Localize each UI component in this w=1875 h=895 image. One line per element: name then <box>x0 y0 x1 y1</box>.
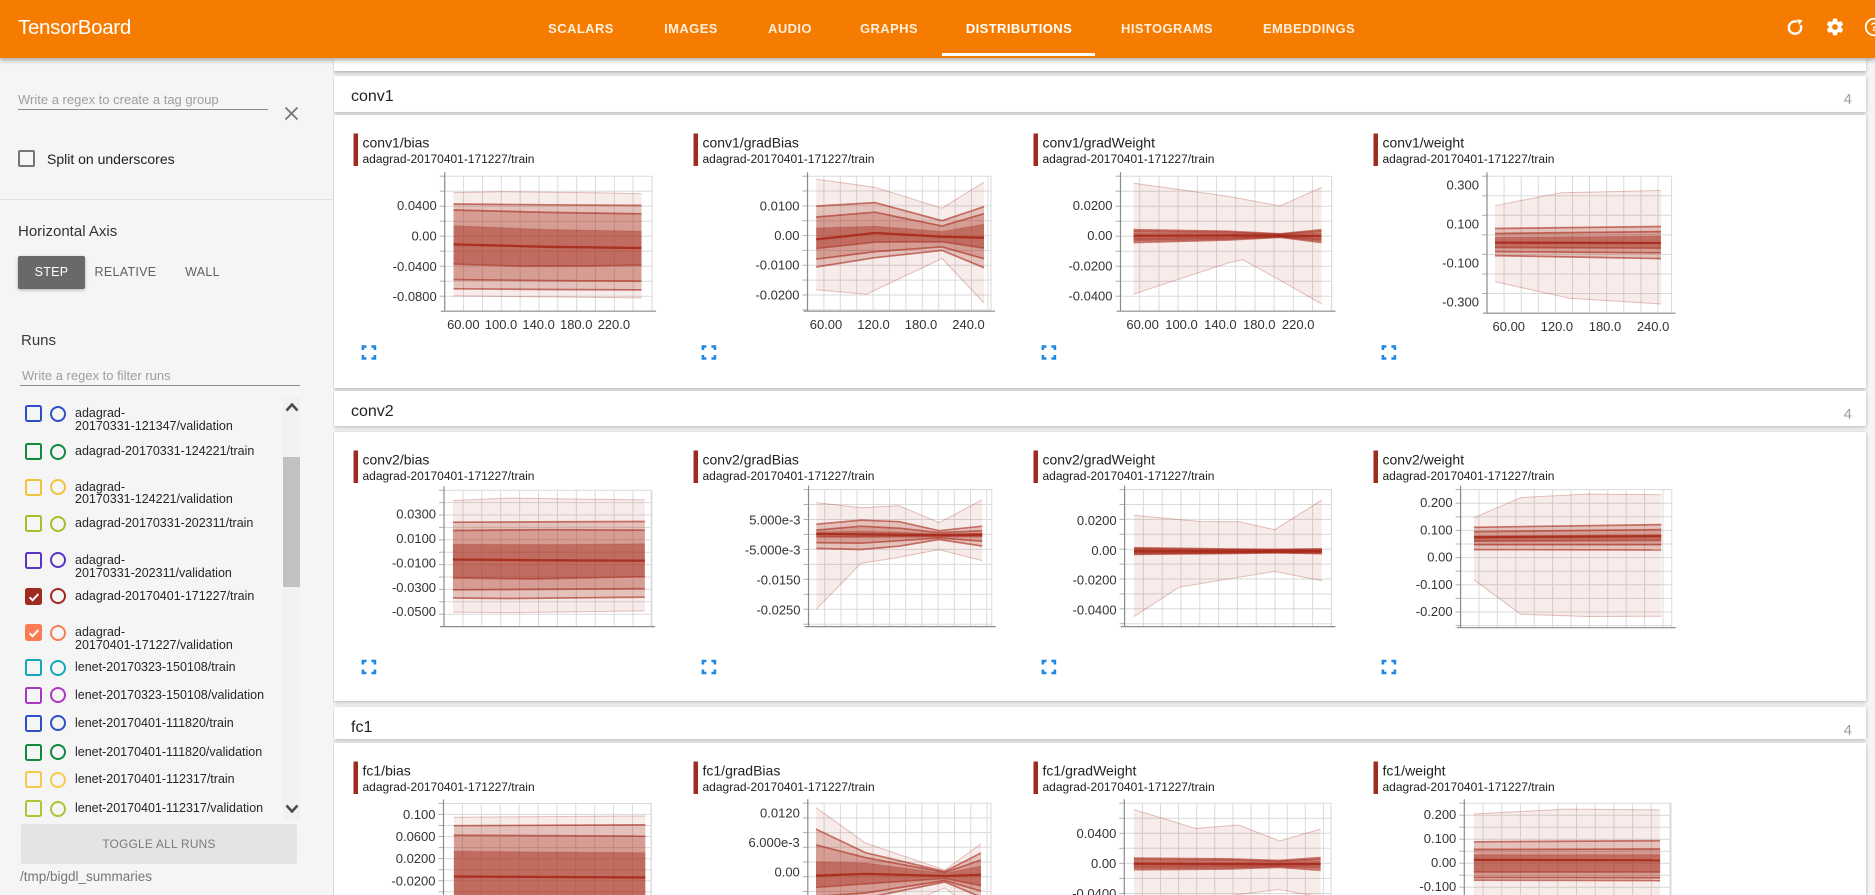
svg-text:-0.0150: -0.0150 <box>756 572 800 587</box>
svg-text:adagrad-20170401-171227/train: adagrad-20170401-171227/train <box>1043 152 1215 166</box>
svg-text:?: ? <box>1870 20 1875 34</box>
svg-text:conv2/weight: conv2/weight <box>1382 451 1464 467</box>
svg-text:conv1/gradBias: conv1/gradBias <box>703 134 799 150</box>
svg-text:-5.000e-3: -5.000e-3 <box>745 542 801 557</box>
svg-text:140.0: 140.0 <box>1204 317 1237 332</box>
svg-text:fc1/bias: fc1/bias <box>363 763 411 779</box>
svg-text:adagrad-20170401-171227/train: adagrad-20170401-171227/train <box>1382 469 1554 483</box>
svg-text:6.000e-3: 6.000e-3 <box>748 835 799 850</box>
svg-text:60.00: 60.00 <box>1126 317 1159 332</box>
svg-text:conv2/gradWeight: conv2/gradWeight <box>1043 451 1156 467</box>
svg-text:120.0: 120.0 <box>1541 319 1573 334</box>
svg-text:-0.100: -0.100 <box>1442 255 1479 270</box>
svg-text:-0.100: -0.100 <box>1416 577 1453 592</box>
svg-text:adagrad-20170401-171227/train: adagrad-20170401-171227/train <box>363 469 535 483</box>
svg-text:0.0300: 0.0300 <box>396 506 436 521</box>
svg-text:0.00: 0.00 <box>411 228 436 243</box>
svg-text:conv2/bias: conv2/bias <box>363 451 430 467</box>
svg-text:0.00: 0.00 <box>1427 549 1452 564</box>
svg-text:180.0: 180.0 <box>560 317 593 332</box>
svg-text:-0.300: -0.300 <box>1442 294 1479 309</box>
svg-text:adagrad-20170401-171227/train: adagrad-20170401-171227/train <box>363 152 535 166</box>
svg-text:-0.100: -0.100 <box>1419 879 1456 894</box>
svg-text:-0.0400: -0.0400 <box>1073 602 1117 617</box>
svg-text:0.0600: 0.0600 <box>396 829 436 844</box>
svg-text:-0.0100: -0.0100 <box>755 257 799 272</box>
svg-text:-0.0100: -0.0100 <box>392 555 436 570</box>
svg-text:-0.0400: -0.0400 <box>1068 288 1112 303</box>
svg-text:fc1/gradBias: fc1/gradBias <box>703 763 781 779</box>
svg-text:0.100: 0.100 <box>1446 216 1479 231</box>
svg-text:0.100: 0.100 <box>403 807 436 822</box>
svg-text:240.0: 240.0 <box>1637 319 1669 334</box>
svg-text:100.0: 100.0 <box>485 317 518 332</box>
svg-text:-0.200: -0.200 <box>1416 604 1453 619</box>
svg-text:0.0200: 0.0200 <box>1073 198 1113 213</box>
svg-text:0.100: 0.100 <box>1424 831 1457 846</box>
svg-text:-0.0200: -0.0200 <box>755 287 799 302</box>
svg-text:0.00: 0.00 <box>1431 855 1456 870</box>
svg-text:240.0: 240.0 <box>952 317 984 332</box>
svg-text:-0.0300: -0.0300 <box>392 580 436 595</box>
svg-text:0.0400: 0.0400 <box>397 198 437 213</box>
svg-text:0.0120: 0.0120 <box>760 806 800 821</box>
svg-text:adagrad-20170401-171227/train: adagrad-20170401-171227/train <box>703 152 875 166</box>
svg-text:adagrad-20170401-171227/train: adagrad-20170401-171227/train <box>703 469 875 483</box>
svg-text:0.0100: 0.0100 <box>396 531 436 546</box>
svg-text:-0.0250: -0.0250 <box>756 602 800 617</box>
svg-text:180.0: 180.0 <box>1589 319 1621 334</box>
svg-text:-0.0200: -0.0200 <box>391 873 435 888</box>
svg-text:adagrad-20170401-171227/train: adagrad-20170401-171227/train <box>1043 469 1215 483</box>
svg-text:0.200: 0.200 <box>1424 807 1457 822</box>
svg-text:60.00: 60.00 <box>447 317 480 332</box>
svg-text:0.200: 0.200 <box>1420 495 1453 510</box>
svg-text:-0.0200: -0.0200 <box>1068 258 1112 273</box>
svg-text:conv1/gradWeight: conv1/gradWeight <box>1043 134 1156 150</box>
svg-text:0.100: 0.100 <box>1420 522 1453 537</box>
svg-text:60.00: 60.00 <box>810 317 842 332</box>
svg-text:5.000e-3: 5.000e-3 <box>749 512 800 527</box>
svg-text:0.00: 0.00 <box>774 865 799 880</box>
svg-text:adagrad-20170401-171227/train: adagrad-20170401-171227/train <box>1043 780 1215 794</box>
svg-text:120.0: 120.0 <box>857 317 890 332</box>
svg-text:-0.0500: -0.0500 <box>392 604 436 619</box>
svg-text:fc1/weight: fc1/weight <box>1383 763 1446 779</box>
svg-text:0.0100: 0.0100 <box>760 198 800 213</box>
svg-text:0.0400: 0.0400 <box>1077 826 1117 841</box>
svg-text:0.0200: 0.0200 <box>1077 513 1117 528</box>
svg-text:0.00: 0.00 <box>774 228 799 243</box>
svg-text:140.0: 140.0 <box>522 317 554 332</box>
svg-text:0.0200: 0.0200 <box>396 851 436 866</box>
svg-text:180.0: 180.0 <box>1243 317 1276 332</box>
svg-text:60.00: 60.00 <box>1493 319 1526 334</box>
svg-text:-0.0200: -0.0200 <box>1073 572 1117 587</box>
svg-text:-0.0400: -0.0400 <box>1072 886 1116 895</box>
svg-text:-0.0400: -0.0400 <box>393 259 437 274</box>
svg-text:conv2/gradBias: conv2/gradBias <box>703 451 799 467</box>
svg-text:fc1/gradWeight: fc1/gradWeight <box>1043 763 1137 779</box>
svg-text:adagrad-20170401-171227/train: adagrad-20170401-171227/train <box>1383 780 1555 794</box>
svg-text:adagrad-20170401-171227/train: adagrad-20170401-171227/train <box>363 780 535 794</box>
svg-text:0.00: 0.00 <box>1087 228 1112 243</box>
svg-text:220.0: 220.0 <box>1282 317 1315 332</box>
svg-text:conv1/bias: conv1/bias <box>363 134 430 150</box>
svg-text:adagrad-20170401-171227/train: adagrad-20170401-171227/train <box>703 780 875 794</box>
svg-text:adagrad-20170401-171227/train: adagrad-20170401-171227/train <box>1382 152 1554 166</box>
svg-text:conv1/weight: conv1/weight <box>1382 134 1464 150</box>
svg-text:220.0: 220.0 <box>598 317 631 332</box>
svg-text:100.0: 100.0 <box>1165 317 1198 332</box>
svg-text:-0.0800: -0.0800 <box>393 289 437 304</box>
svg-text:180.0: 180.0 <box>905 317 937 332</box>
svg-text:0.00: 0.00 <box>1091 543 1116 558</box>
svg-text:0.00: 0.00 <box>1091 856 1116 871</box>
svg-text:0.300: 0.300 <box>1446 177 1479 192</box>
